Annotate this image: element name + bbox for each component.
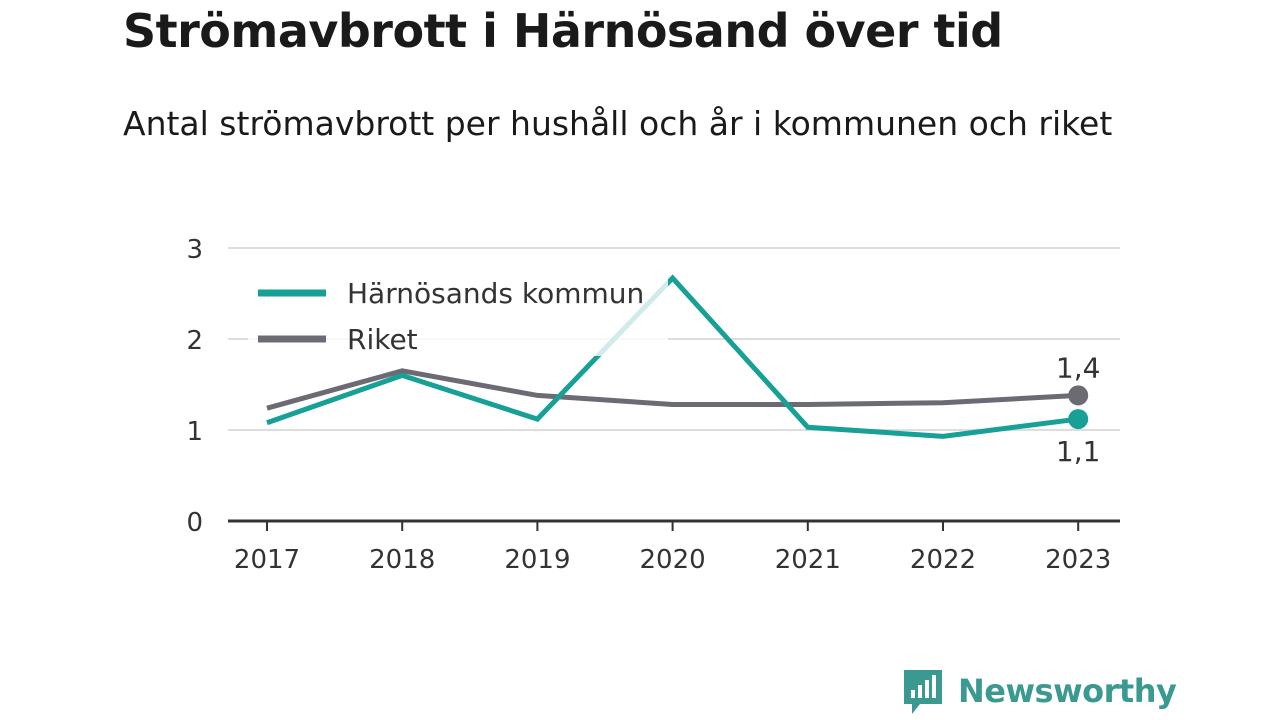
x-axis: 2017 2018 2019 2020 2021 2022 2023 bbox=[228, 519, 1120, 575]
x-tick-label: 2017 bbox=[234, 545, 300, 575]
newsworthy-logo: Newsworthy bbox=[902, 670, 1177, 716]
brand-name: Newsworthy bbox=[958, 672, 1177, 710]
x-tick-label: 2023 bbox=[1045, 545, 1111, 575]
series-end-point bbox=[1068, 385, 1089, 406]
x-tick-label: 2022 bbox=[910, 545, 976, 575]
series-line-kommun bbox=[266, 274, 1079, 439]
y-tick-label: 3 bbox=[186, 235, 203, 265]
chart-subtitle: Antal strömavbrott per hushåll och år i … bbox=[123, 104, 1113, 143]
chart-title: Strömavbrott i Härnösand över tid bbox=[123, 4, 1003, 58]
end-label-riket: 1,4 bbox=[1056, 351, 1101, 384]
end-labels: 1,4 1,1 bbox=[1056, 351, 1101, 468]
legend-label: Riket bbox=[347, 323, 418, 356]
x-tick-label: 2021 bbox=[775, 545, 841, 575]
series-lines bbox=[266, 274, 1089, 439]
y-tick-label: 2 bbox=[186, 326, 203, 356]
y-tick-label: 0 bbox=[186, 508, 203, 538]
x-tick-label: 2018 bbox=[369, 545, 435, 575]
series-end-point bbox=[1068, 409, 1089, 430]
chart-bubble-icon bbox=[904, 670, 942, 714]
legend: Härnösands kommun Riket bbox=[248, 270, 668, 356]
x-tick-label: 2019 bbox=[504, 545, 570, 575]
x-tick-label: 2020 bbox=[640, 545, 706, 575]
series-line-riket bbox=[266, 368, 1079, 411]
legend-label: Härnösands kommun bbox=[347, 277, 644, 310]
end-label-kommun: 1,1 bbox=[1056, 435, 1101, 468]
y-tick-labels: 0 1 2 3 bbox=[186, 235, 203, 538]
y-tick-label: 1 bbox=[186, 417, 203, 447]
